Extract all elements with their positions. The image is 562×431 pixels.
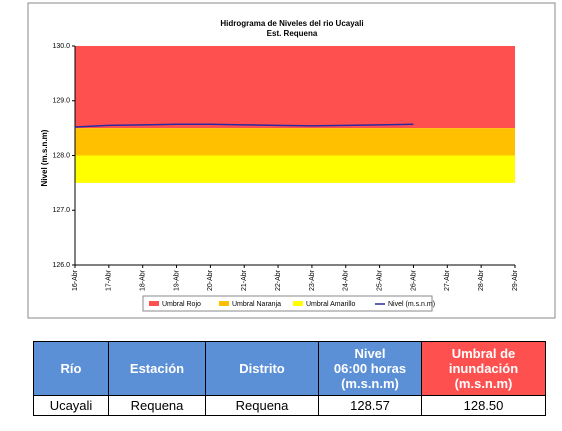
x-tick-label: 20-Abr bbox=[207, 269, 214, 291]
x-tick-label: 22-Abr bbox=[275, 269, 282, 291]
table-row: Ucayali Requena Requena 128.57 128.50 bbox=[33, 395, 546, 416]
x-tick-label: 21-Abr bbox=[241, 269, 248, 291]
legend-label: Umbral Amarillo bbox=[306, 301, 356, 308]
legend-label: Umbral Naranja bbox=[232, 301, 281, 308]
x-tick-label: 24-Abr bbox=[343, 269, 350, 291]
cell: 128.57 bbox=[318, 395, 422, 416]
threshold-band bbox=[75, 46, 515, 129]
chart-title: Hidrograma de Niveles del rio Ucayali bbox=[220, 19, 363, 28]
header-cell: Distrito bbox=[205, 341, 319, 396]
x-tick-label: 17-Abr bbox=[106, 269, 113, 291]
x-tick-label: 19-Abr bbox=[173, 269, 180, 291]
cell: Requena bbox=[108, 395, 206, 416]
x-tick-label: 29-Abr bbox=[512, 269, 519, 291]
y-axis-label: Nivel (m.s.n.m) bbox=[40, 129, 49, 186]
threshold-band bbox=[75, 155, 515, 183]
x-tick-label: 26-Abr bbox=[410, 269, 417, 291]
legend-swatch bbox=[219, 301, 229, 306]
legend-swatch bbox=[293, 301, 303, 306]
legend-box bbox=[142, 295, 433, 312]
legend-label: Nivel (m.s.n.m) bbox=[388, 301, 435, 308]
x-tick-label: 18-Abr bbox=[140, 269, 147, 291]
x-tick-label: 28-Abr bbox=[478, 269, 485, 291]
header-cell: Río bbox=[33, 341, 109, 396]
y-tick-label: 130.0 bbox=[52, 43, 70, 50]
y-tick-label: 129.0 bbox=[52, 98, 70, 105]
series-line bbox=[74, 123, 414, 128]
legend-swatch bbox=[149, 301, 159, 306]
table-header: Río Estación Distrito Nivel 06:00 horas … bbox=[33, 341, 546, 396]
x-tick-label: 27-Abr bbox=[444, 269, 451, 291]
header-cell: Umbral de inundación (m.s.n.m) bbox=[421, 341, 546, 396]
y-tick-label: 126.0 bbox=[52, 262, 70, 269]
header-cell: Nivel 06:00 horas (m.s.n.m) bbox=[318, 341, 422, 396]
legend-label: Umbral Rojo bbox=[162, 301, 201, 308]
cell: Requena bbox=[205, 395, 319, 416]
chart: Hidrograma de Niveles del rio Ucayali Es… bbox=[27, 2, 556, 319]
x-tick-label: 23-Abr bbox=[309, 269, 316, 291]
y-tick-label: 127.0 bbox=[52, 207, 70, 214]
info-table: Río Estación Distrito Nivel 06:00 horas … bbox=[33, 341, 546, 416]
header-cell: Estación bbox=[108, 341, 206, 396]
chart-subtitle: Est. Requena bbox=[267, 29, 318, 38]
y-tick-label: 128.0 bbox=[52, 152, 70, 159]
cell: 128.50 bbox=[421, 395, 546, 416]
x-tick-label: 25-Abr bbox=[376, 269, 383, 291]
cell: Ucayali bbox=[33, 395, 109, 416]
x-tick-label: 16-Abr bbox=[72, 269, 79, 291]
threshold-band bbox=[75, 128, 515, 156]
